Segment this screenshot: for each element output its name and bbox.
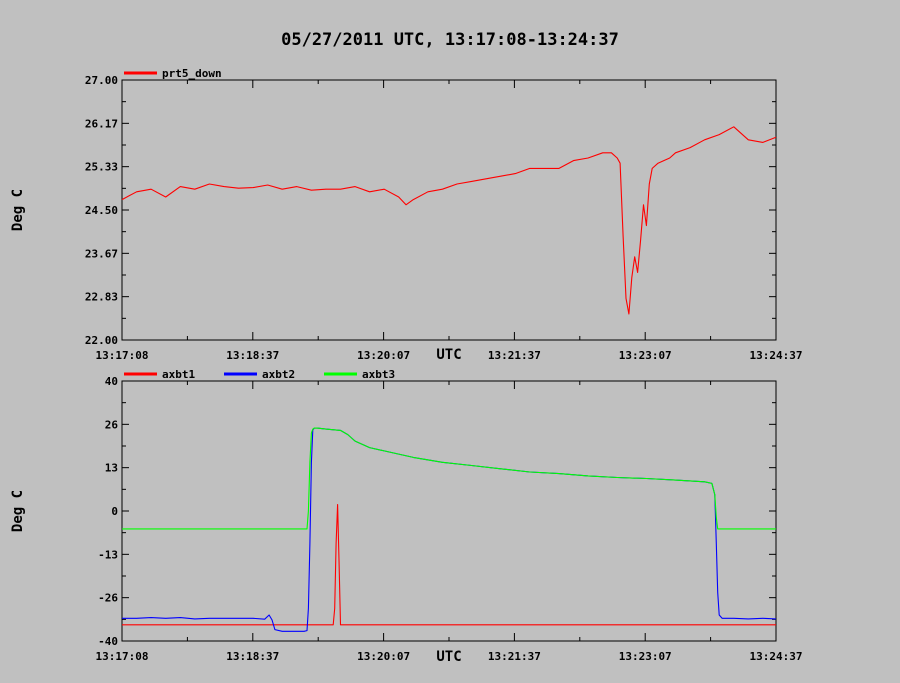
x-axis-label: UTC — [436, 347, 461, 363]
x-tick-label: 13:20:07 — [357, 650, 410, 663]
x-tick-label: 13:18:37 — [226, 650, 279, 663]
series-line-axbt2 — [122, 427, 777, 632]
y-tick-label: 26 — [105, 418, 119, 431]
x-tick-label: 13:23:07 — [619, 349, 672, 362]
y-tick-label: 13 — [105, 462, 118, 475]
legend-label-axbt2: axbt2 — [262, 368, 295, 381]
y-tick-label: 23.67 — [85, 247, 118, 260]
x-tick-label: 13:17:08 — [96, 349, 149, 362]
x-axis-label: UTC — [436, 649, 461, 665]
y-axis-label: Deg C — [10, 490, 26, 532]
y-tick-label: -13 — [98, 548, 118, 561]
chart-panel-2: 40 26 13 0 -13 -26 -40 13:17:08 13:18:37 13:20:07… — [10, 368, 802, 665]
legend-label-axbt3: axbt3 — [362, 368, 395, 381]
y-tick-label: 0 — [111, 505, 118, 518]
series-line-prt5_down — [121, 126, 777, 315]
y-tick-label: 25.33 — [85, 161, 118, 174]
chart-title: 05/27/2011 UTC, 13:17:08-13:24:37 — [281, 30, 619, 50]
series-line-axbt1 — [122, 503, 776, 626]
plot-frame — [121, 380, 777, 642]
legend-label-axbt1: axbt1 — [162, 368, 195, 381]
y-tick-label: -26 — [98, 592, 118, 605]
chart-panel-1: 27.00 26.17 25.33 24.50 23.67 22.83 22.00 13:17… — [10, 67, 802, 363]
y-tick-label: 22.00 — [85, 334, 118, 347]
y-tick-label: 22.83 — [85, 291, 118, 304]
legend-label-prt5_down: prt5_down — [162, 67, 222, 80]
x-tick-label: 13:23:07 — [619, 650, 672, 663]
y-axis-label: Deg C — [10, 189, 26, 231]
y-tick-label: 27.00 — [85, 74, 118, 87]
y-tick-label: -40 — [98, 635, 118, 648]
y-tick-label: 26.17 — [85, 117, 118, 130]
x-tick-label: 13:20:07 — [357, 349, 410, 362]
x-tick-label: 13:21:37 — [488, 650, 541, 663]
x-tick-label: 13:24:37 — [750, 349, 803, 362]
y-tick-label: 24.50 — [85, 204, 118, 217]
x-tick-label: 13:24:37 — [750, 650, 803, 663]
x-tick-label: 13:17:08 — [96, 650, 149, 663]
plot-frame — [121, 79, 777, 341]
y-tick-label: 40 — [105, 375, 118, 388]
x-tick-label: 13:21:37 — [488, 349, 541, 362]
x-tick-label: 13:18:37 — [226, 349, 279, 362]
series-line-axbt3 — [122, 427, 776, 530]
